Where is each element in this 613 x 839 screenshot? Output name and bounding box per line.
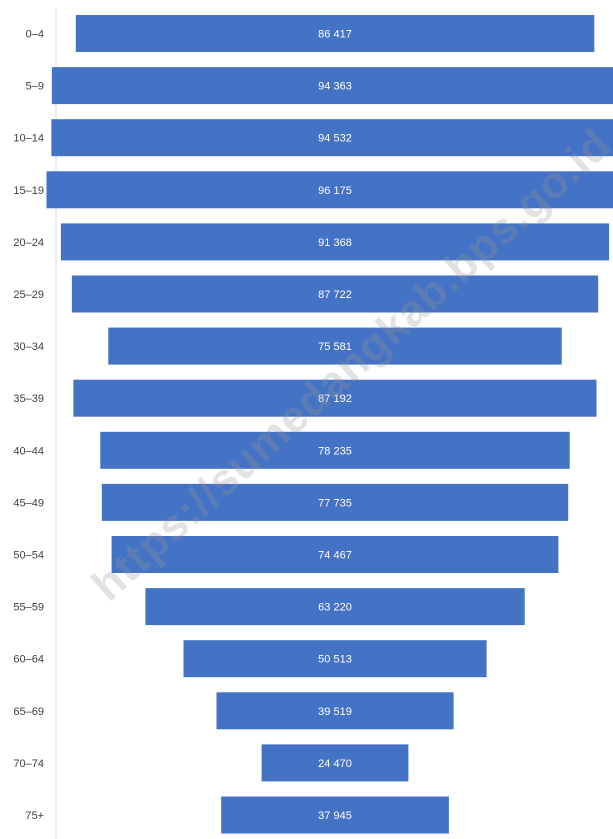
category-label: 45–49 — [13, 497, 44, 509]
value-label: 74 467 — [318, 550, 352, 562]
category-label: 30–34 — [13, 341, 44, 353]
category-label: 55–59 — [13, 602, 44, 614]
category-label: 15–19 — [13, 185, 44, 197]
bar-35–39 — [73, 379, 597, 417]
category-label: 10–14 — [13, 133, 44, 145]
value-label: 24 470 — [318, 758, 352, 770]
bar-30–34 — [108, 327, 562, 365]
category-label: 60–64 — [13, 654, 44, 666]
bar-10–14 — [51, 119, 613, 157]
value-label: 77 735 — [318, 497, 352, 509]
category-label: 50–54 — [13, 550, 44, 562]
bar-45–49 — [101, 483, 569, 521]
value-label: 94 363 — [318, 81, 352, 93]
category-label: 25–29 — [13, 289, 44, 301]
bar-0–4 — [75, 15, 595, 52]
category-label: 20–24 — [13, 237, 44, 249]
category-label: 35–39 — [13, 393, 44, 405]
bar-70–74 — [261, 744, 409, 782]
value-label: 37 945 — [318, 810, 352, 822]
bar-50–54 — [111, 536, 559, 573]
value-label: 91 368 — [318, 237, 352, 249]
category-label: 70–74 — [13, 758, 44, 770]
value-label: 87 722 — [318, 289, 352, 301]
category-label: 40–44 — [13, 445, 44, 457]
bar-65–69 — [216, 692, 454, 730]
value-label: 86 417 — [318, 29, 352, 41]
value-label: 96 175 — [318, 185, 352, 197]
bar-75+ — [221, 796, 449, 834]
bar-40–44 — [100, 431, 570, 469]
bar-group: 0–4 86 417 5–9 94 363 10–14 94 532 15–19 96 175… — [13, 15, 613, 834]
category-label: 65–69 — [13, 706, 44, 718]
bar-20–24 — [60, 223, 610, 261]
bar-15–19 — [46, 171, 613, 209]
value-label: 39 519 — [318, 706, 352, 718]
bar-60–64 — [183, 640, 487, 678]
value-label: 87 192 — [318, 393, 352, 405]
category-label: 5–9 — [26, 81, 44, 93]
value-label: 94 532 — [318, 133, 352, 145]
bar-5–9 — [51, 67, 613, 105]
value-label: 50 513 — [318, 654, 352, 666]
bar-25–29 — [71, 275, 599, 313]
value-label: 75 581 — [318, 341, 352, 353]
category-label: 75+ — [25, 810, 44, 822]
bar-55–59 — [145, 588, 525, 626]
value-label: 78 235 — [318, 445, 352, 457]
value-label: 63 220 — [318, 602, 352, 614]
category-label: 0–4 — [26, 29, 44, 41]
